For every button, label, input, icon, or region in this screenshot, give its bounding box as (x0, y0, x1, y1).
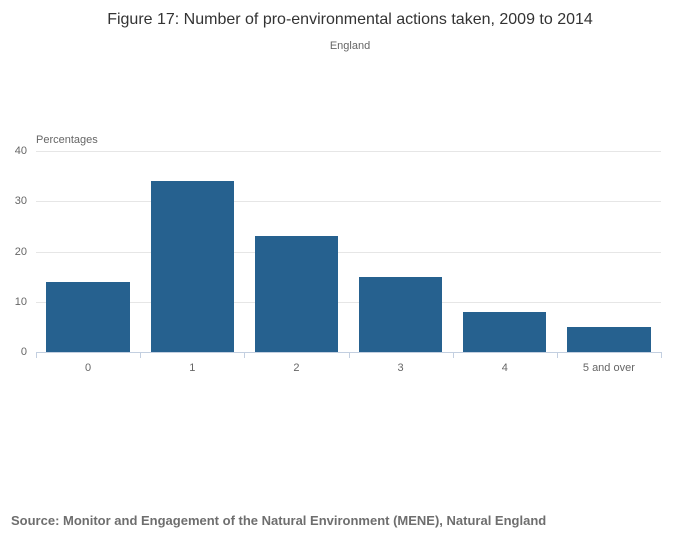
x-axis-tick-label: 5 and over (582, 362, 635, 374)
x-axis-tick (452, 352, 454, 358)
y-axis-tick-label: 0 (20, 346, 27, 358)
bar-3 (358, 276, 443, 352)
x-axis-tick-label: 1 (189, 362, 196, 374)
x-axis-tick-label: 4 (501, 362, 508, 374)
bar-0 (46, 281, 130, 352)
source-note: Source: Monitor and Engagement of the Na… (11, 513, 547, 528)
x-axis-tick-label: 3 (397, 362, 404, 374)
gridline (36, 151, 661, 152)
bar-4 (463, 311, 547, 352)
x-axis-tick (244, 352, 246, 358)
x-axis-tick-label: 0 (85, 362, 92, 374)
bar-2 (254, 236, 339, 352)
x-axis-tick (661, 352, 662, 358)
y-axis-tick-label: 20 (14, 246, 27, 258)
y-axis-title: Percentages (36, 134, 98, 146)
x-axis-tick (556, 352, 558, 358)
figure-subtitle: England (329, 40, 371, 52)
y-axis-tick-label: 10 (14, 296, 27, 308)
x-axis-tick-label: 2 (293, 362, 300, 374)
bar-1 (150, 181, 234, 352)
gridline (36, 302, 661, 303)
y-axis-tick-label: 30 (14, 195, 27, 207)
x-axis-tick (140, 352, 142, 358)
x-axis-tick (348, 352, 350, 358)
bar-5-and-over (567, 326, 651, 352)
figure-title: Figure 17: Number of pro-environmental a… (107, 11, 593, 28)
x-axis-tick (36, 352, 37, 358)
gridline (36, 252, 661, 253)
gridline (36, 201, 661, 202)
y-axis-tick-label: 40 (14, 145, 27, 157)
